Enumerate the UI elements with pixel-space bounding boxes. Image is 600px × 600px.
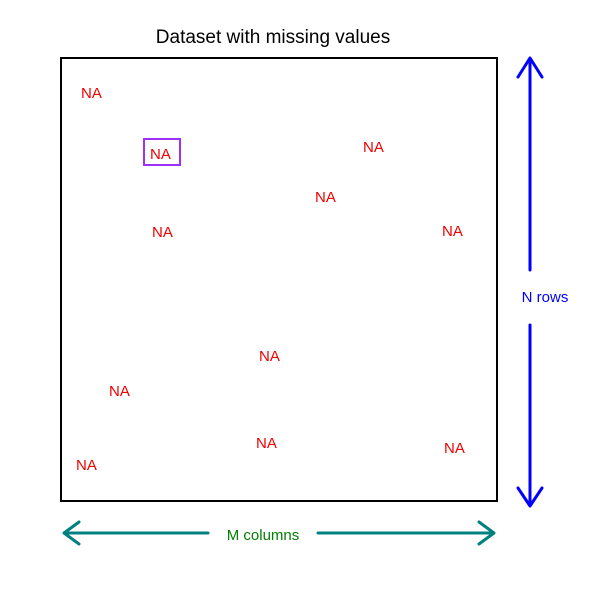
rows-arrow bbox=[516, 56, 544, 508]
missing-value-2: NA bbox=[150, 146, 171, 163]
missing-value-1: NA bbox=[81, 85, 102, 102]
columns-label: M columns bbox=[211, 527, 315, 544]
missing-value-9: NA bbox=[256, 435, 277, 452]
missing-value-8: NA bbox=[109, 383, 130, 400]
missing-value-4: NA bbox=[315, 189, 336, 206]
missing-value-10: NA bbox=[444, 440, 465, 457]
missing-value-7: NA bbox=[259, 348, 280, 365]
columns-arrow bbox=[62, 520, 496, 546]
missing-value-11: NA bbox=[76, 457, 97, 474]
diagram-title: Dataset with missing values bbox=[155, 27, 391, 48]
rows-label: N rows bbox=[516, 289, 574, 306]
missing-value-5: NA bbox=[152, 224, 173, 241]
highlighted-missing-value-box bbox=[143, 138, 181, 166]
dataset-box bbox=[60, 57, 498, 502]
missing-value-6: NA bbox=[442, 223, 463, 240]
missing-value-3: NA bbox=[363, 139, 384, 156]
